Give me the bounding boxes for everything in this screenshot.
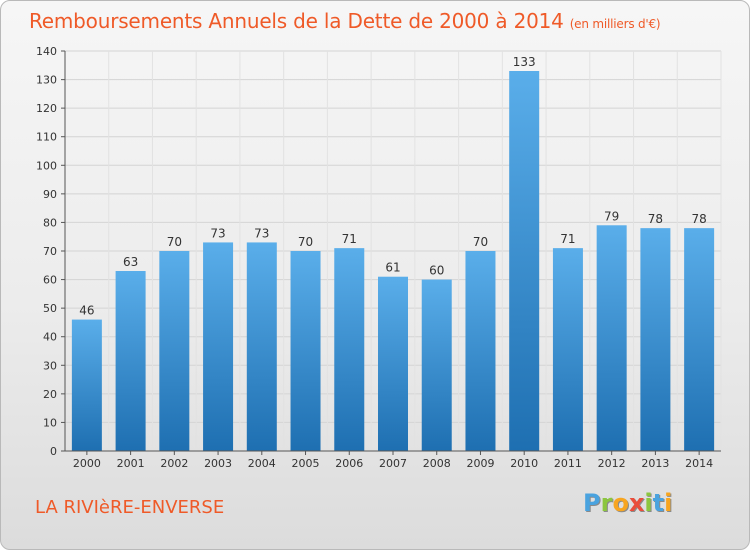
y-tick-label: 100 bbox=[36, 159, 57, 172]
bar bbox=[246, 242, 277, 451]
bar bbox=[203, 242, 234, 451]
x-tick-label: 2004 bbox=[248, 457, 276, 470]
x-tick-label: 2006 bbox=[335, 457, 363, 470]
x-tick-label: 2014 bbox=[685, 457, 713, 470]
data-label: 71 bbox=[342, 232, 357, 246]
logo-letter: i bbox=[664, 489, 673, 517]
chart-unit: (en milliers d'€) bbox=[569, 17, 661, 31]
data-label: 61 bbox=[385, 261, 400, 275]
chart-title: Remboursements Annuels de la Dette de 20… bbox=[29, 9, 661, 33]
bar bbox=[421, 279, 452, 451]
y-tick-label: 80 bbox=[43, 216, 57, 229]
y-tick-label: 50 bbox=[43, 302, 57, 315]
bar bbox=[378, 276, 408, 451]
bar bbox=[334, 248, 365, 451]
bar bbox=[115, 271, 146, 451]
data-label: 73 bbox=[254, 226, 269, 240]
data-label: 73 bbox=[210, 226, 225, 240]
data-label: 70 bbox=[473, 235, 488, 249]
x-tick-label: 2009 bbox=[466, 457, 494, 470]
y-tick-label: 140 bbox=[36, 45, 57, 58]
data-label: 60 bbox=[429, 264, 444, 278]
y-tick-label: 0 bbox=[50, 445, 57, 458]
y-tick-label: 10 bbox=[43, 416, 57, 429]
axis-layer: 0 10 20 30 40 50 60 70 80 90 100 110 120 130 140 2000 20… bbox=[36, 45, 721, 470]
data-label: 70 bbox=[298, 235, 313, 249]
data-label: 78 bbox=[648, 212, 663, 226]
bar bbox=[552, 248, 583, 451]
x-tick-label: 2000 bbox=[73, 457, 101, 470]
data-label: 78 bbox=[691, 212, 706, 226]
data-label: 79 bbox=[604, 209, 619, 223]
bar bbox=[596, 225, 627, 451]
x-tick-label: 2007 bbox=[379, 457, 407, 470]
logo-letter: t bbox=[652, 489, 665, 517]
x-tick-label: 2002 bbox=[160, 457, 188, 470]
bar bbox=[290, 251, 321, 451]
y-tick-label: 60 bbox=[43, 274, 57, 287]
logo-letter: o bbox=[612, 489, 629, 517]
data-label: 71 bbox=[560, 232, 575, 246]
x-tick-label: 2005 bbox=[292, 457, 320, 470]
y-tick-label: 70 bbox=[43, 245, 57, 258]
y-tick-label: 110 bbox=[36, 131, 57, 144]
bar bbox=[71, 319, 102, 451]
logo-letter: x bbox=[628, 489, 645, 517]
commune-name: LA RIVIèRE-ENVERSE bbox=[35, 497, 225, 518]
bar bbox=[640, 228, 671, 451]
x-tick-label: 2008 bbox=[423, 457, 451, 470]
logo-letter: P bbox=[583, 489, 601, 517]
proxiti-logo[interactable]: Proxiti bbox=[583, 489, 672, 517]
logo-letter: r bbox=[600, 489, 613, 517]
y-tick-label: 30 bbox=[43, 359, 57, 372]
bar-layer: 46 63 70 73 73 70 71 61 60 70 133 71 79 78 78 bbox=[71, 55, 715, 451]
logo-letter: i bbox=[644, 489, 653, 517]
data-label: 46 bbox=[79, 304, 94, 318]
y-tick-label: 40 bbox=[43, 331, 57, 344]
chart-title-text: Remboursements Annuels de la Dette de 20… bbox=[29, 9, 564, 33]
bar bbox=[509, 71, 540, 451]
y-tick-label: 120 bbox=[36, 102, 57, 115]
y-tick-label: 20 bbox=[43, 388, 57, 401]
x-tick-label: 2012 bbox=[598, 457, 626, 470]
bar bbox=[159, 251, 190, 451]
data-label: 63 bbox=[123, 255, 138, 269]
x-tick-label: 2010 bbox=[510, 457, 538, 470]
y-tick-label: 130 bbox=[36, 74, 57, 87]
bar bbox=[684, 228, 715, 451]
x-tick-label: 2013 bbox=[641, 457, 669, 470]
y-tick-label: 90 bbox=[43, 188, 57, 201]
x-tick-label: 2011 bbox=[554, 457, 582, 470]
data-label: 133 bbox=[513, 55, 536, 69]
data-label: 70 bbox=[167, 235, 182, 249]
x-tick-label: 2003 bbox=[204, 457, 232, 470]
x-tick-label: 2001 bbox=[117, 457, 145, 470]
bar bbox=[465, 251, 496, 451]
